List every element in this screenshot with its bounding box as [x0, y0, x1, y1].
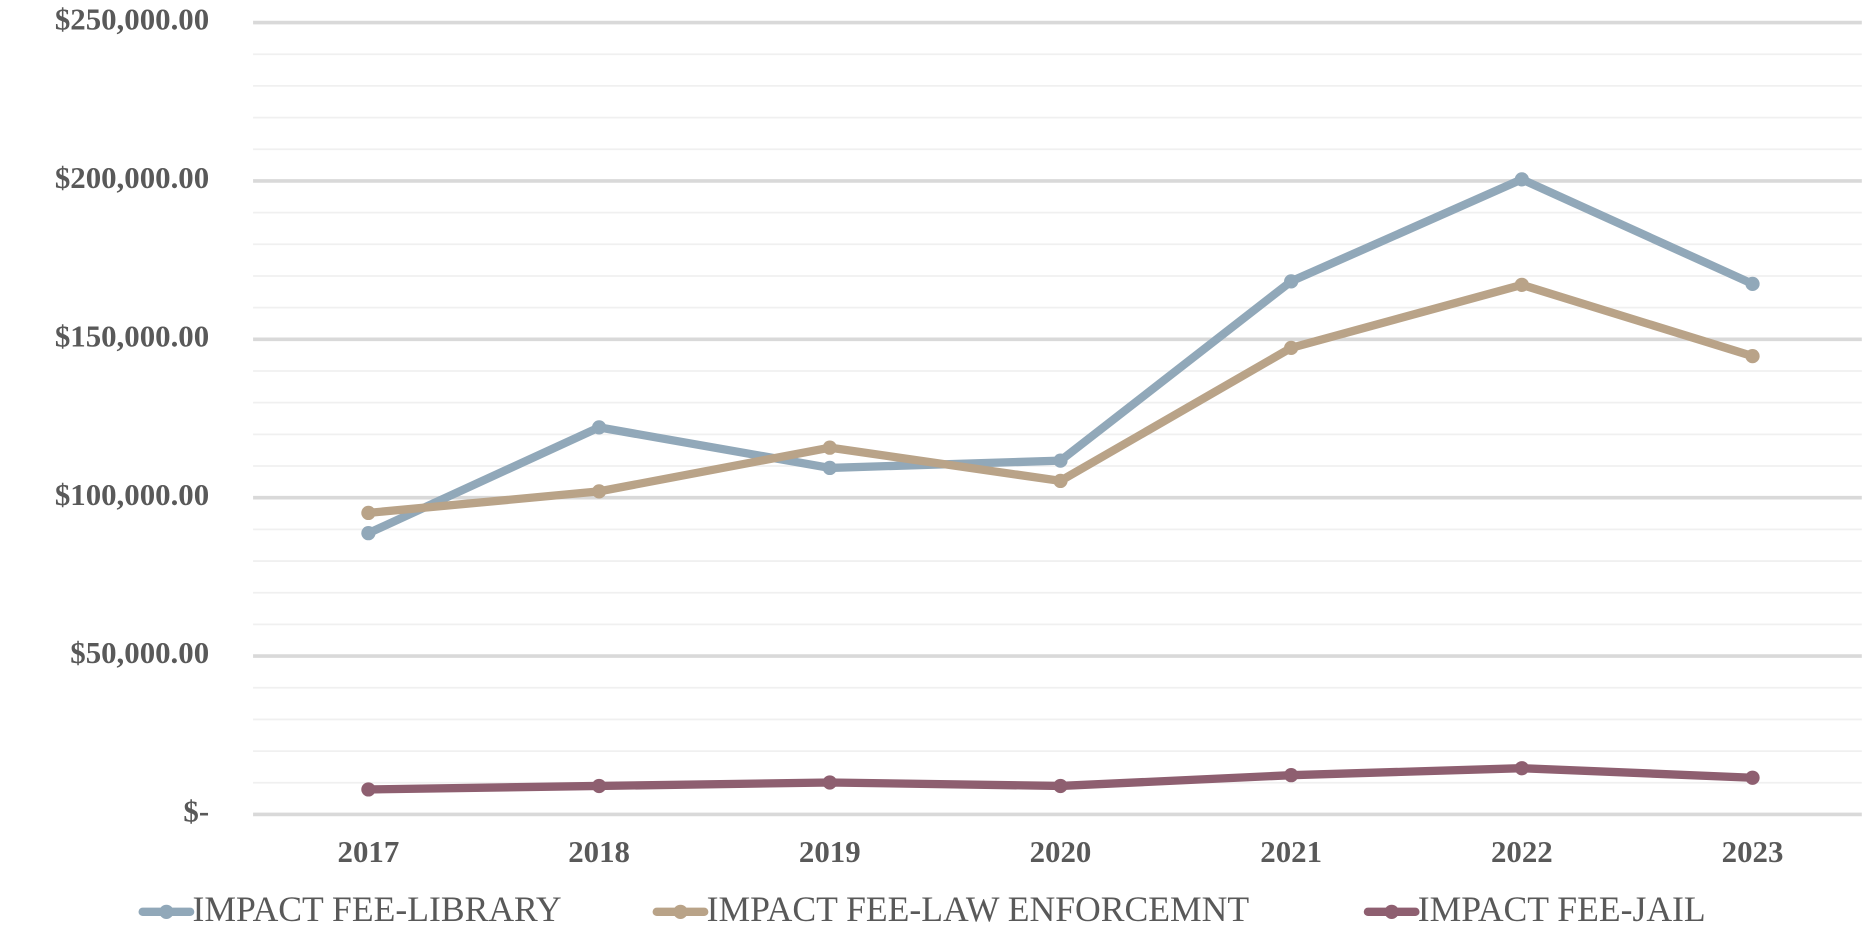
data-point [361, 505, 376, 521]
series [361, 277, 1760, 521]
data-point [591, 484, 607, 499]
legend-marker [673, 904, 688, 919]
data-point [1514, 761, 1529, 776]
data-point [1053, 453, 1068, 468]
series [361, 761, 1760, 797]
data-point [361, 782, 376, 797]
data-point [822, 460, 837, 476]
data-point [1284, 768, 1299, 783]
x-tick-label: 2018 [568, 835, 630, 869]
data-point [1745, 348, 1760, 364]
series [361, 172, 1760, 541]
x-tick-label: 2017 [338, 835, 400, 869]
data-point [1284, 274, 1299, 289]
y-tick-label: $150,000.00 [55, 319, 209, 353]
legend-label: IMPACT FEE-LAW ENFORCEMNT [707, 889, 1250, 929]
data-point [591, 778, 607, 794]
data-point [1514, 172, 1529, 187]
y-tick-label: $100,000.00 [55, 478, 209, 512]
data-point [591, 420, 607, 435]
y-tick-label: $50,000.00 [70, 636, 209, 670]
x-tick-label: 2019 [799, 835, 861, 869]
legend-label: IMPACT FEE-LIBRARY [193, 889, 562, 929]
x-tick-label: 2023 [1722, 835, 1784, 869]
x-tick-label: 2021 [1260, 835, 1322, 869]
y-tick-label: $200,000.00 [55, 161, 209, 195]
data-point [1745, 276, 1760, 292]
data-point [1745, 770, 1760, 785]
legend-marker [159, 904, 174, 919]
y-tick-label: $250,000.00 [55, 3, 209, 37]
data-point [1053, 473, 1068, 489]
data-point [822, 775, 837, 790]
data-point [822, 440, 837, 455]
data-point [1053, 778, 1068, 794]
x-tick-label: 2020 [1030, 835, 1092, 869]
data-point [1514, 277, 1529, 292]
legend-marker [1384, 904, 1399, 919]
data-point [1284, 340, 1299, 355]
data-point [361, 526, 376, 541]
legend-label: IMPACT FEE-JAIL [1418, 889, 1706, 929]
x-tick-label: 2022 [1491, 835, 1553, 869]
y-tick-label: $- [183, 795, 209, 829]
